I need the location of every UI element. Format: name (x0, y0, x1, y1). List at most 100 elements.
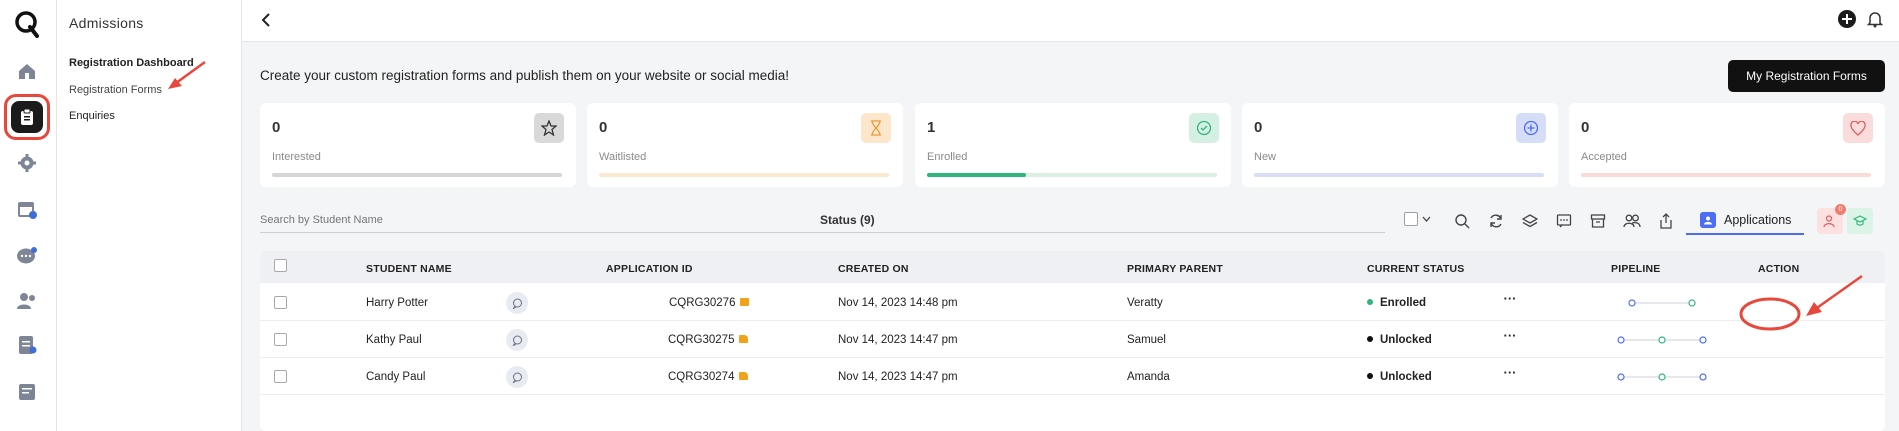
bell-icon[interactable] (1867, 10, 1883, 28)
document-icon[interactable] (14, 332, 40, 358)
stat-progress-bar (927, 173, 1217, 177)
search-icon[interactable] (1449, 208, 1475, 234)
application-id-text: CQRG30275 (668, 334, 735, 346)
checkbox-icon (1404, 212, 1418, 226)
add-circle-icon[interactable] (1837, 9, 1857, 29)
status-dot-icon (1367, 336, 1373, 342)
pipeline-progress (1617, 336, 1707, 344)
app-logo-icon[interactable] (13, 10, 41, 38)
applications-table: STUDENT NAME APPLICATION ID CREATED ON P… (260, 251, 1885, 431)
icon-rail (0, 0, 57, 431)
applicant-alert-icon[interactable]: 0 (1817, 204, 1846, 234)
top-bar (242, 0, 1899, 42)
application-id[interactable]: CQRG30276 (669, 297, 750, 309)
heart-icon (1843, 113, 1873, 143)
table-header: STUDENT NAME APPLICATION ID CREATED ON P… (260, 251, 1885, 283)
stat-value: 0 (1254, 119, 1263, 136)
layers-icon[interactable] (1517, 208, 1543, 234)
stat-label: Accepted (1581, 151, 1627, 163)
stat-value: 0 (599, 119, 608, 136)
stat-card-waitlisted[interactable]: 0 Waitlisted (587, 103, 903, 187)
row-actions-menu[interactable]: ··· (1503, 365, 1517, 380)
row-checkbox[interactable] (274, 333, 287, 346)
stat-value: 1 (927, 119, 936, 136)
select-all-checkbox[interactable] (274, 259, 287, 272)
chat-bubble-icon[interactable] (506, 366, 528, 388)
graduation-icon[interactable] (1847, 208, 1873, 234)
stat-card-new[interactable]: 0 New (1242, 103, 1558, 187)
my-registration-forms-button[interactable]: My Registration Forms (1728, 60, 1885, 92)
reports-icon[interactable] (14, 379, 40, 405)
status-text: Unlocked (1380, 334, 1432, 346)
column-header-student-name[interactable]: STUDENT NAME (366, 263, 452, 275)
subnav-item-enquiries[interactable]: Enquiries (69, 110, 115, 122)
student-search-input[interactable] (260, 208, 820, 232)
chat-bubble-icon[interactable] (506, 329, 528, 351)
group-icon[interactable] (1619, 208, 1645, 234)
lock-icon (740, 298, 750, 306)
pipeline-progress (1628, 299, 1696, 307)
application-id[interactable]: CQRG30274 (668, 371, 749, 383)
stat-card-enrolled[interactable]: 1 Enrolled (915, 103, 1231, 187)
status-text: Unlocked (1380, 371, 1432, 383)
archive-icon[interactable] (1585, 208, 1611, 234)
status-filter-dropdown[interactable]: Status (9) (820, 213, 875, 227)
column-header-primary-parent[interactable]: PRIMARY PARENT (1127, 263, 1223, 275)
main-content: Create your custom registration forms an… (242, 42, 1899, 431)
current-status: Unlocked (1367, 371, 1432, 383)
created-on: Nov 14, 2023 14:47 pm (838, 334, 958, 346)
column-header-application-id[interactable]: APPLICATION ID (606, 263, 693, 275)
stat-label: New (1254, 151, 1277, 163)
current-status: Unlocked (1367, 334, 1432, 346)
column-header-current-status[interactable]: CURRENT STATUS (1367, 263, 1465, 275)
table-row[interactable]: Kathy Paul CQRG30275 Nov 14, 2023 14:47 … (260, 321, 1885, 358)
refresh-icon[interactable] (1483, 208, 1509, 234)
clipboard-icon (21, 108, 33, 125)
stat-progress-bar (599, 173, 889, 177)
star-icon (534, 113, 564, 143)
column-header-action: ACTION (1758, 263, 1800, 275)
page-headline: Create your custom registration forms an… (260, 68, 789, 83)
pipeline-progress (1617, 373, 1707, 381)
chat-bubbles-icon[interactable] (14, 243, 40, 269)
users-icon[interactable] (14, 288, 40, 314)
check-circle-icon (1189, 113, 1219, 143)
table-row[interactable]: Harry Potter CQRG30276 Nov 14, 2023 14:4… (260, 284, 1885, 321)
row-actions-menu[interactable]: ··· (1503, 328, 1517, 343)
student-name[interactable]: Kathy Paul (366, 334, 422, 346)
row-checkbox[interactable] (274, 370, 287, 383)
plus-circle-icon (1516, 113, 1546, 143)
table-row[interactable]: Candy Paul CQRG30274 Nov 14, 2023 14:47 … (260, 358, 1885, 395)
select-all-dropdown[interactable] (1404, 210, 1434, 228)
stat-progress-bar (1254, 173, 1544, 177)
admissions-nav-button[interactable] (4, 94, 50, 140)
message-icon[interactable] (1551, 208, 1577, 234)
application-id-text: CQRG30274 (668, 371, 735, 383)
tab-applications[interactable]: Applications (1686, 207, 1804, 235)
unlock-icon (739, 335, 749, 343)
share-export-icon[interactable] (1653, 208, 1679, 234)
stat-label: Interested (272, 151, 321, 163)
application-id-text: CQRG30276 (669, 297, 736, 309)
stat-progress-bar (1581, 173, 1871, 177)
subnav-item-registration-forms[interactable]: Registration Forms (69, 84, 162, 96)
home-icon[interactable] (14, 58, 40, 84)
column-header-created-on[interactable]: CREATED ON (838, 263, 909, 275)
created-on: Nov 14, 2023 14:48 pm (838, 297, 958, 309)
row-checkbox[interactable] (274, 296, 287, 309)
row-actions-menu[interactable]: ··· (1503, 291, 1517, 306)
calendar-icon[interactable] (14, 196, 40, 222)
stat-card-accepted[interactable]: 0 Accepted (1569, 103, 1885, 187)
application-id[interactable]: CQRG30275 (668, 334, 749, 346)
gear-icon[interactable] (14, 150, 40, 176)
subnav-item-registration-dashboard[interactable]: Registration Dashboard (69, 57, 194, 69)
current-status: Enrolled (1367, 297, 1426, 309)
stat-progress-bar (272, 173, 562, 177)
student-name[interactable]: Candy Paul (366, 371, 426, 383)
stat-card-interested[interactable]: 0 Interested (260, 103, 576, 187)
status-dot-icon (1367, 373, 1373, 379)
back-arrow-icon[interactable] (260, 12, 272, 28)
student-name[interactable]: Harry Potter (366, 297, 428, 309)
created-on: Nov 14, 2023 14:47 pm (838, 371, 958, 383)
chat-bubble-icon[interactable] (506, 292, 528, 314)
